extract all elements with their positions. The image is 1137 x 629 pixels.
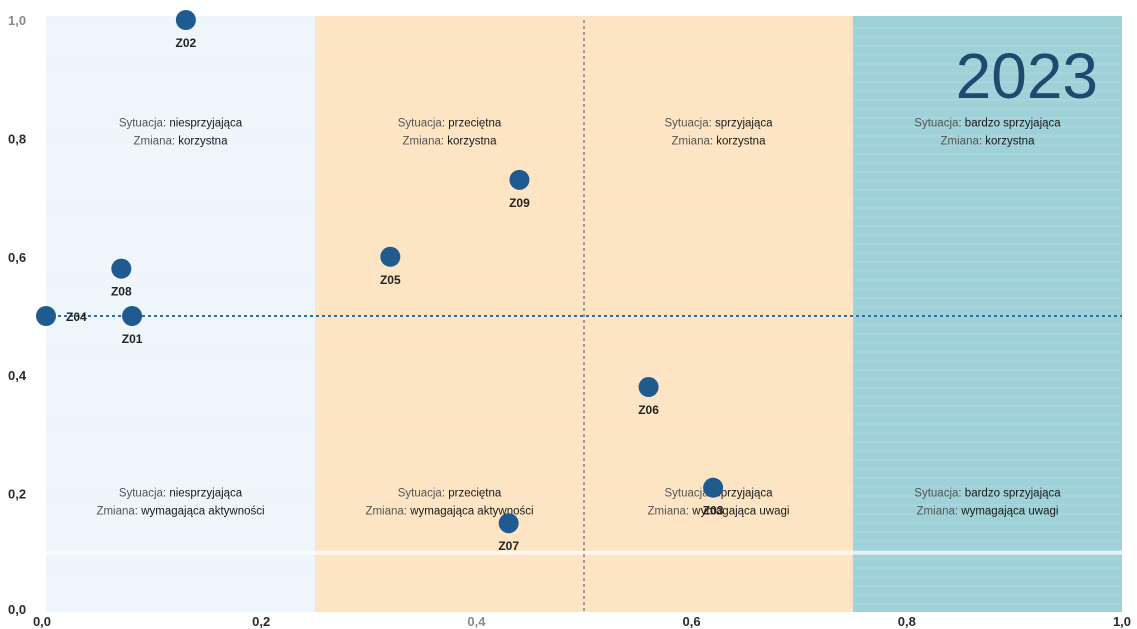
quadrant-change-text: Zmiana: korzystna xyxy=(134,136,229,148)
quadrant-label-top-0: Sytuacja: niesprzyjająca Zmiana: korzystn… xyxy=(119,118,243,148)
point-z02: Z02 xyxy=(176,10,197,50)
point-z01: Z01 xyxy=(122,306,143,346)
quadrant-situation-text: Sytuacja: niesprzyjająca xyxy=(119,118,243,130)
background-bands xyxy=(46,16,1122,612)
quadrant-change-text: Zmiana: wymagająca uwagi xyxy=(648,506,790,518)
point-z03: Z03 xyxy=(703,477,724,518)
quadrant-situation-text: Sytuacja: przeciętna xyxy=(398,118,502,130)
band-2 xyxy=(584,16,853,612)
point-label: Z02 xyxy=(176,36,197,50)
quadrant-labels: Sytuacja: niesprzyjająca Zmiana: korzystn… xyxy=(96,118,1061,518)
quadrant-change-text: Zmiana: wymagająca aktywności xyxy=(96,506,264,518)
quadrant-change-text: Zmiana: wymagająca aktywności xyxy=(365,506,533,518)
quadrant-situation-text: Sytuacja: przeciętna xyxy=(398,488,502,500)
point-label: Z01 xyxy=(122,332,143,346)
point-z08: Z08 xyxy=(111,258,132,299)
y-tick-label: 0,8 xyxy=(8,131,26,146)
chart-title: 2023 xyxy=(956,40,1098,112)
point-label: Z06 xyxy=(638,403,659,417)
band-1 xyxy=(315,16,584,612)
quadrant-situation-text: Sytuacja: niesprzyjająca xyxy=(119,488,243,500)
x-tick-label: 0,6 xyxy=(683,614,701,629)
point-label: Z04 xyxy=(66,310,87,324)
quadrant-change-text: Zmiana: wymagająca uwagi xyxy=(917,506,1059,518)
quadrant-change-text: Zmiana: korzystna xyxy=(403,136,498,148)
point-marker xyxy=(175,10,196,30)
quadrant-label-bottom-3: Sytuacja: bardzo sprzyjająca Zmiana: wyma… xyxy=(914,488,1061,518)
quadrant-label-bottom-1: Sytuacja: przeciętna Zmiana: wymagająca a… xyxy=(365,488,533,518)
data-points: Z02 Z09 Z05 Z08 Z04 Z01 Z06 Z03 Z07 xyxy=(36,10,724,553)
point-marker xyxy=(111,258,132,279)
point-marker xyxy=(638,377,659,398)
point-marker xyxy=(703,477,724,498)
point-label: Z07 xyxy=(498,539,519,553)
y-tick-label: 1,0 xyxy=(8,13,26,28)
quadrant-label-bottom-0: Sytuacja: niesprzyjająca Zmiana: wymagają… xyxy=(96,488,264,518)
quadrant-situation-text: Sytuacja: sprzyjająca xyxy=(664,488,773,500)
quadrant-situation-text: Sytuacja: bardzo sprzyjająca xyxy=(914,118,1061,130)
band-3 xyxy=(853,16,1122,612)
quadrant-label-bottom-2: Sytuacja: sprzyjająca Zmiana: wymagająca … xyxy=(648,488,790,518)
y-tick-label: 0,4 xyxy=(8,368,27,383)
point-marker xyxy=(498,513,519,534)
x-tick-label: 0,0 xyxy=(33,614,51,629)
point-z06: Z06 xyxy=(638,377,659,417)
point-marker xyxy=(36,306,56,326)
axes: 0,0 0,2 0,4 0,6 0,8 1,0 0,0 0,2 0,4 0,6 0,8 1,0 xyxy=(8,13,1131,629)
reference-lines xyxy=(46,20,1122,612)
band-0 xyxy=(46,16,315,612)
quadrant-change-text: Zmiana: korzystna xyxy=(941,136,1036,148)
point-label: Z03 xyxy=(703,504,724,518)
point-z09: Z09 xyxy=(509,169,530,210)
quadrant-label-top-3: Sytuacja: bardzo sprzyjająca Zmiana: korz… xyxy=(914,118,1061,148)
point-label: Z09 xyxy=(509,196,530,210)
point-z04: Z04 xyxy=(36,306,87,326)
quadrant-label-top-1: Sytuacja: przeciętna Zmiana: korzystna xyxy=(398,118,502,148)
x-tick-label: 0,8 xyxy=(898,614,916,629)
quadrant-situation-text: Sytuacja: sprzyjająca xyxy=(664,118,773,130)
point-z07: Z07 xyxy=(498,513,519,553)
point-marker xyxy=(122,306,143,326)
point-marker xyxy=(380,246,401,267)
x-tick-label: 0,2 xyxy=(252,614,270,629)
quadrant-label-top-2: Sytuacja: sprzyjająca Zmiana: korzystna xyxy=(664,118,773,148)
y-tick-label: 0,6 xyxy=(8,250,26,265)
point-label: Z05 xyxy=(380,273,401,287)
y-tick-label: 0,2 xyxy=(8,487,26,502)
point-marker xyxy=(509,169,530,190)
lower-strip xyxy=(46,550,1122,555)
x-tick-label: 0,4 xyxy=(467,614,486,629)
point-z05: Z05 xyxy=(380,246,401,287)
x-tick-label: 1,0 xyxy=(1113,614,1131,629)
y-tick-label: 0,0 xyxy=(8,602,26,617)
point-label: Z08 xyxy=(111,285,132,299)
quadrant-change-text: Zmiana: korzystna xyxy=(672,136,767,148)
quadrant-situation-text: Sytuacja: bardzo sprzyjająca xyxy=(914,488,1061,500)
